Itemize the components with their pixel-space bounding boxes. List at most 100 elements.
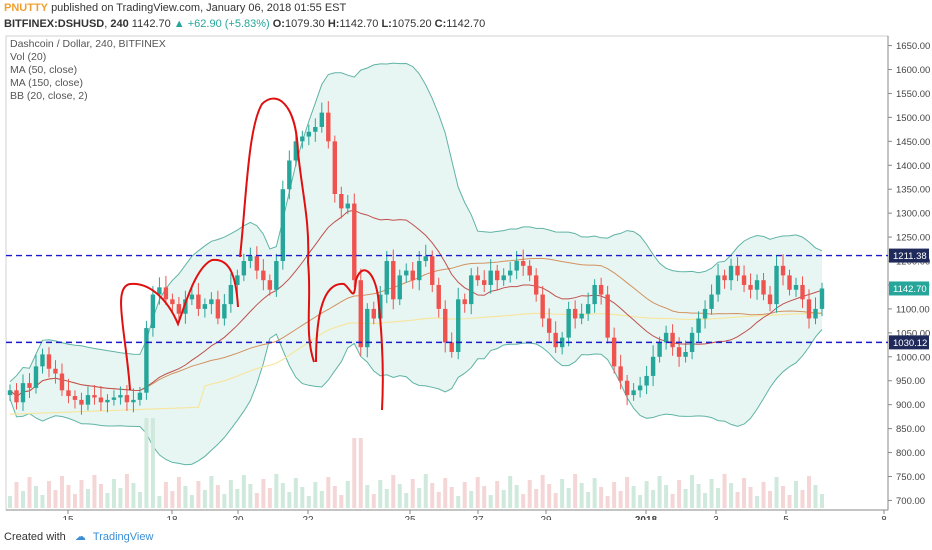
volume-bar xyxy=(358,438,363,508)
candle-body xyxy=(495,270,500,281)
candle-body xyxy=(98,397,104,403)
candle-body xyxy=(137,392,143,400)
volume-bar xyxy=(79,480,84,508)
volume-bar xyxy=(274,474,279,508)
volume-bar xyxy=(449,487,454,508)
candle-body xyxy=(189,294,195,300)
candle-body xyxy=(157,287,162,295)
x-tick-label: 29 xyxy=(540,515,552,520)
volume-bar xyxy=(202,490,207,508)
y-tick-label: 1300.00 xyxy=(896,209,930,220)
candle-body xyxy=(702,308,708,319)
candle-body xyxy=(332,141,337,194)
candle-body xyxy=(170,299,175,305)
candle-body xyxy=(449,342,454,352)
candle-body xyxy=(352,203,357,281)
published-text: published on TradingView.com, January 06… xyxy=(51,2,347,14)
volume-bar xyxy=(716,488,721,508)
candle-body xyxy=(663,332,669,343)
volume-bar xyxy=(59,476,64,508)
candle-body xyxy=(631,390,636,396)
y-tick-label: 700.00 xyxy=(896,496,925,507)
candle-body xyxy=(319,112,325,127)
volume-bar xyxy=(46,481,51,508)
candle-body xyxy=(423,256,428,262)
volume-bar xyxy=(644,481,649,508)
close-value: 1142.70 xyxy=(446,18,486,30)
hand-drawn-annotation xyxy=(315,269,384,411)
volume-bar xyxy=(612,482,617,508)
volume-bar xyxy=(690,475,695,508)
candle-body xyxy=(546,318,552,333)
candle-body xyxy=(59,373,65,391)
volume-bar xyxy=(794,481,799,508)
volume-bar xyxy=(677,480,682,508)
level-price-label: 1030.12 xyxy=(893,338,927,349)
candle-body xyxy=(215,299,221,319)
volume-bar xyxy=(33,486,38,508)
ohlc-header: BITFINEX:DSHUSD, 240 1142.70 ▲ +62.90 (+… xyxy=(4,18,486,30)
candle-body xyxy=(150,294,156,329)
volume-bar xyxy=(339,495,344,508)
candle-body xyxy=(800,284,805,300)
candle-body xyxy=(774,265,779,305)
candle-body xyxy=(118,395,123,398)
volume-bar xyxy=(683,489,688,508)
volume-bar xyxy=(189,495,194,508)
chart-area[interactable]: 1650.00 1600.00 1550.00 1500.00 1450.00 1400.… xyxy=(0,32,932,526)
open-value: 1079.30 xyxy=(284,18,325,30)
volume-bar xyxy=(293,478,298,508)
volume-bar xyxy=(410,479,415,508)
volume-bar xyxy=(254,493,259,508)
volume-bar xyxy=(709,479,714,508)
volume-bar xyxy=(638,495,643,508)
tradingview-brand[interactable]: TradingView xyxy=(92,531,154,543)
candle-body xyxy=(579,313,584,319)
candle-body xyxy=(27,383,32,388)
volume-bar xyxy=(800,490,805,508)
volume-bar xyxy=(267,488,272,508)
y-tick-label: 1500.00 xyxy=(896,113,930,124)
volume-bar xyxy=(566,488,571,508)
volume-bar xyxy=(111,479,116,508)
legend-vol: Vol (20) xyxy=(10,51,47,63)
volume-bar xyxy=(170,491,175,508)
y-tick-label: 1000.00 xyxy=(896,352,930,363)
tradingview-icon[interactable]: ☁ xyxy=(74,531,86,543)
y-tick-label: 1450.00 xyxy=(896,137,930,148)
author-name[interactable]: PNUTTY xyxy=(4,2,48,14)
volume-bar xyxy=(27,477,32,508)
y-tick-label: 1650.00 xyxy=(896,41,930,52)
candle-body xyxy=(585,304,591,314)
candle-body xyxy=(696,318,701,333)
last-price: 1142.70 xyxy=(131,18,171,30)
candle-body xyxy=(527,265,532,276)
candle-body xyxy=(287,160,292,190)
candle-body xyxy=(92,395,97,398)
volume-bar xyxy=(534,489,539,508)
candle-body xyxy=(79,399,84,405)
candle-body xyxy=(819,288,825,309)
y-tick-label: 1250.00 xyxy=(896,233,930,244)
volume-bar xyxy=(430,483,435,508)
volume-bar xyxy=(482,486,487,508)
volume-bar xyxy=(332,486,337,508)
volume-bar xyxy=(391,475,396,508)
candle-body xyxy=(248,256,253,262)
candle-body xyxy=(566,308,571,338)
volume-bar xyxy=(423,474,428,508)
candle-body xyxy=(339,194,344,209)
x-tick-label: 27 xyxy=(472,515,484,520)
volume-bar xyxy=(326,477,331,508)
candle-body xyxy=(806,299,812,319)
footer-bar: Created with ☁ TradingView xyxy=(0,524,932,550)
candle-body xyxy=(313,126,318,132)
price-chart-svg[interactable]: 1650.00 1600.00 1550.00 1500.00 1450.00 1400.… xyxy=(0,32,932,526)
candle-body xyxy=(384,261,389,295)
interval-label: 240 xyxy=(110,18,129,30)
candle-body xyxy=(572,308,578,319)
level-price-badge xyxy=(889,248,929,263)
y-tick-label: 1350.00 xyxy=(896,185,930,196)
candle-body xyxy=(488,270,493,285)
candle-body xyxy=(33,366,39,388)
